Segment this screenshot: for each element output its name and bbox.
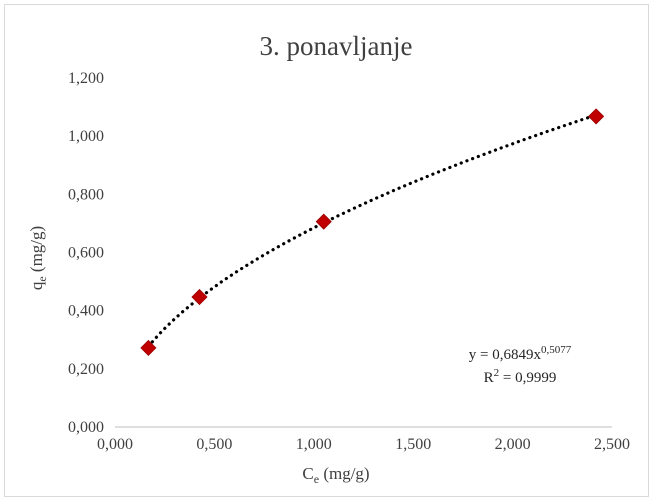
trendline-equation-base: y = 0,6849x	[469, 347, 542, 363]
y-axis-title: qe (mg/g)	[27, 226, 49, 290]
r-squared-prefix: R	[484, 370, 494, 386]
trendline	[146, 113, 598, 349]
trendline-equation-exponent: 0,5077	[541, 344, 572, 356]
y-axis-title-sub: e	[35, 276, 49, 281]
y-tick-label: 0,600	[68, 245, 104, 262]
trendline-r-squared: R2 = 0,9999	[484, 367, 557, 386]
y-tick-label: 0,800	[68, 186, 104, 203]
data-point	[315, 213, 332, 230]
x-tick-label: 2,000	[495, 436, 531, 453]
chart-frame	[4, 4, 649, 497]
tick-labels: 0,000 0,500 1,000 1,500 2,000 2,500 0,000 0,200…	[68, 70, 630, 453]
trendline-equation: y = 0,6849x0,5077	[469, 344, 572, 363]
data-point	[191, 288, 208, 306]
data-point	[588, 108, 605, 125]
y-tick-label: 0,200	[68, 361, 104, 378]
x-tick-label: 1,500	[395, 436, 431, 453]
x-axis-title-main: C	[302, 464, 313, 483]
y-tick-label: 0,400	[68, 303, 104, 320]
x-axis-title-unit: (mg/g)	[319, 464, 370, 483]
x-axis-title: Ce (mg/g)	[302, 464, 369, 486]
y-tick-label: 0,000	[68, 419, 104, 436]
y-tick-label: 1,000	[68, 128, 104, 145]
y-axis-title-unit: (mg/g)	[27, 226, 46, 277]
x-tick-label: 0,000	[97, 436, 133, 453]
data-point	[140, 339, 157, 356]
chart-title: 3. ponavljanje	[260, 31, 413, 61]
r-squared-exponent: 2	[494, 367, 500, 379]
x-tick-label: 0,500	[196, 436, 232, 453]
y-axis-title-main: q	[27, 281, 46, 290]
r-squared-value: = 0,9999	[499, 370, 556, 386]
y-tick-label: 1,200	[68, 70, 104, 87]
data-markers	[140, 108, 605, 356]
x-tick-label: 2,500	[594, 436, 630, 453]
x-axis-title-sub: e	[314, 472, 319, 486]
x-tick-label: 1,000	[296, 436, 332, 453]
